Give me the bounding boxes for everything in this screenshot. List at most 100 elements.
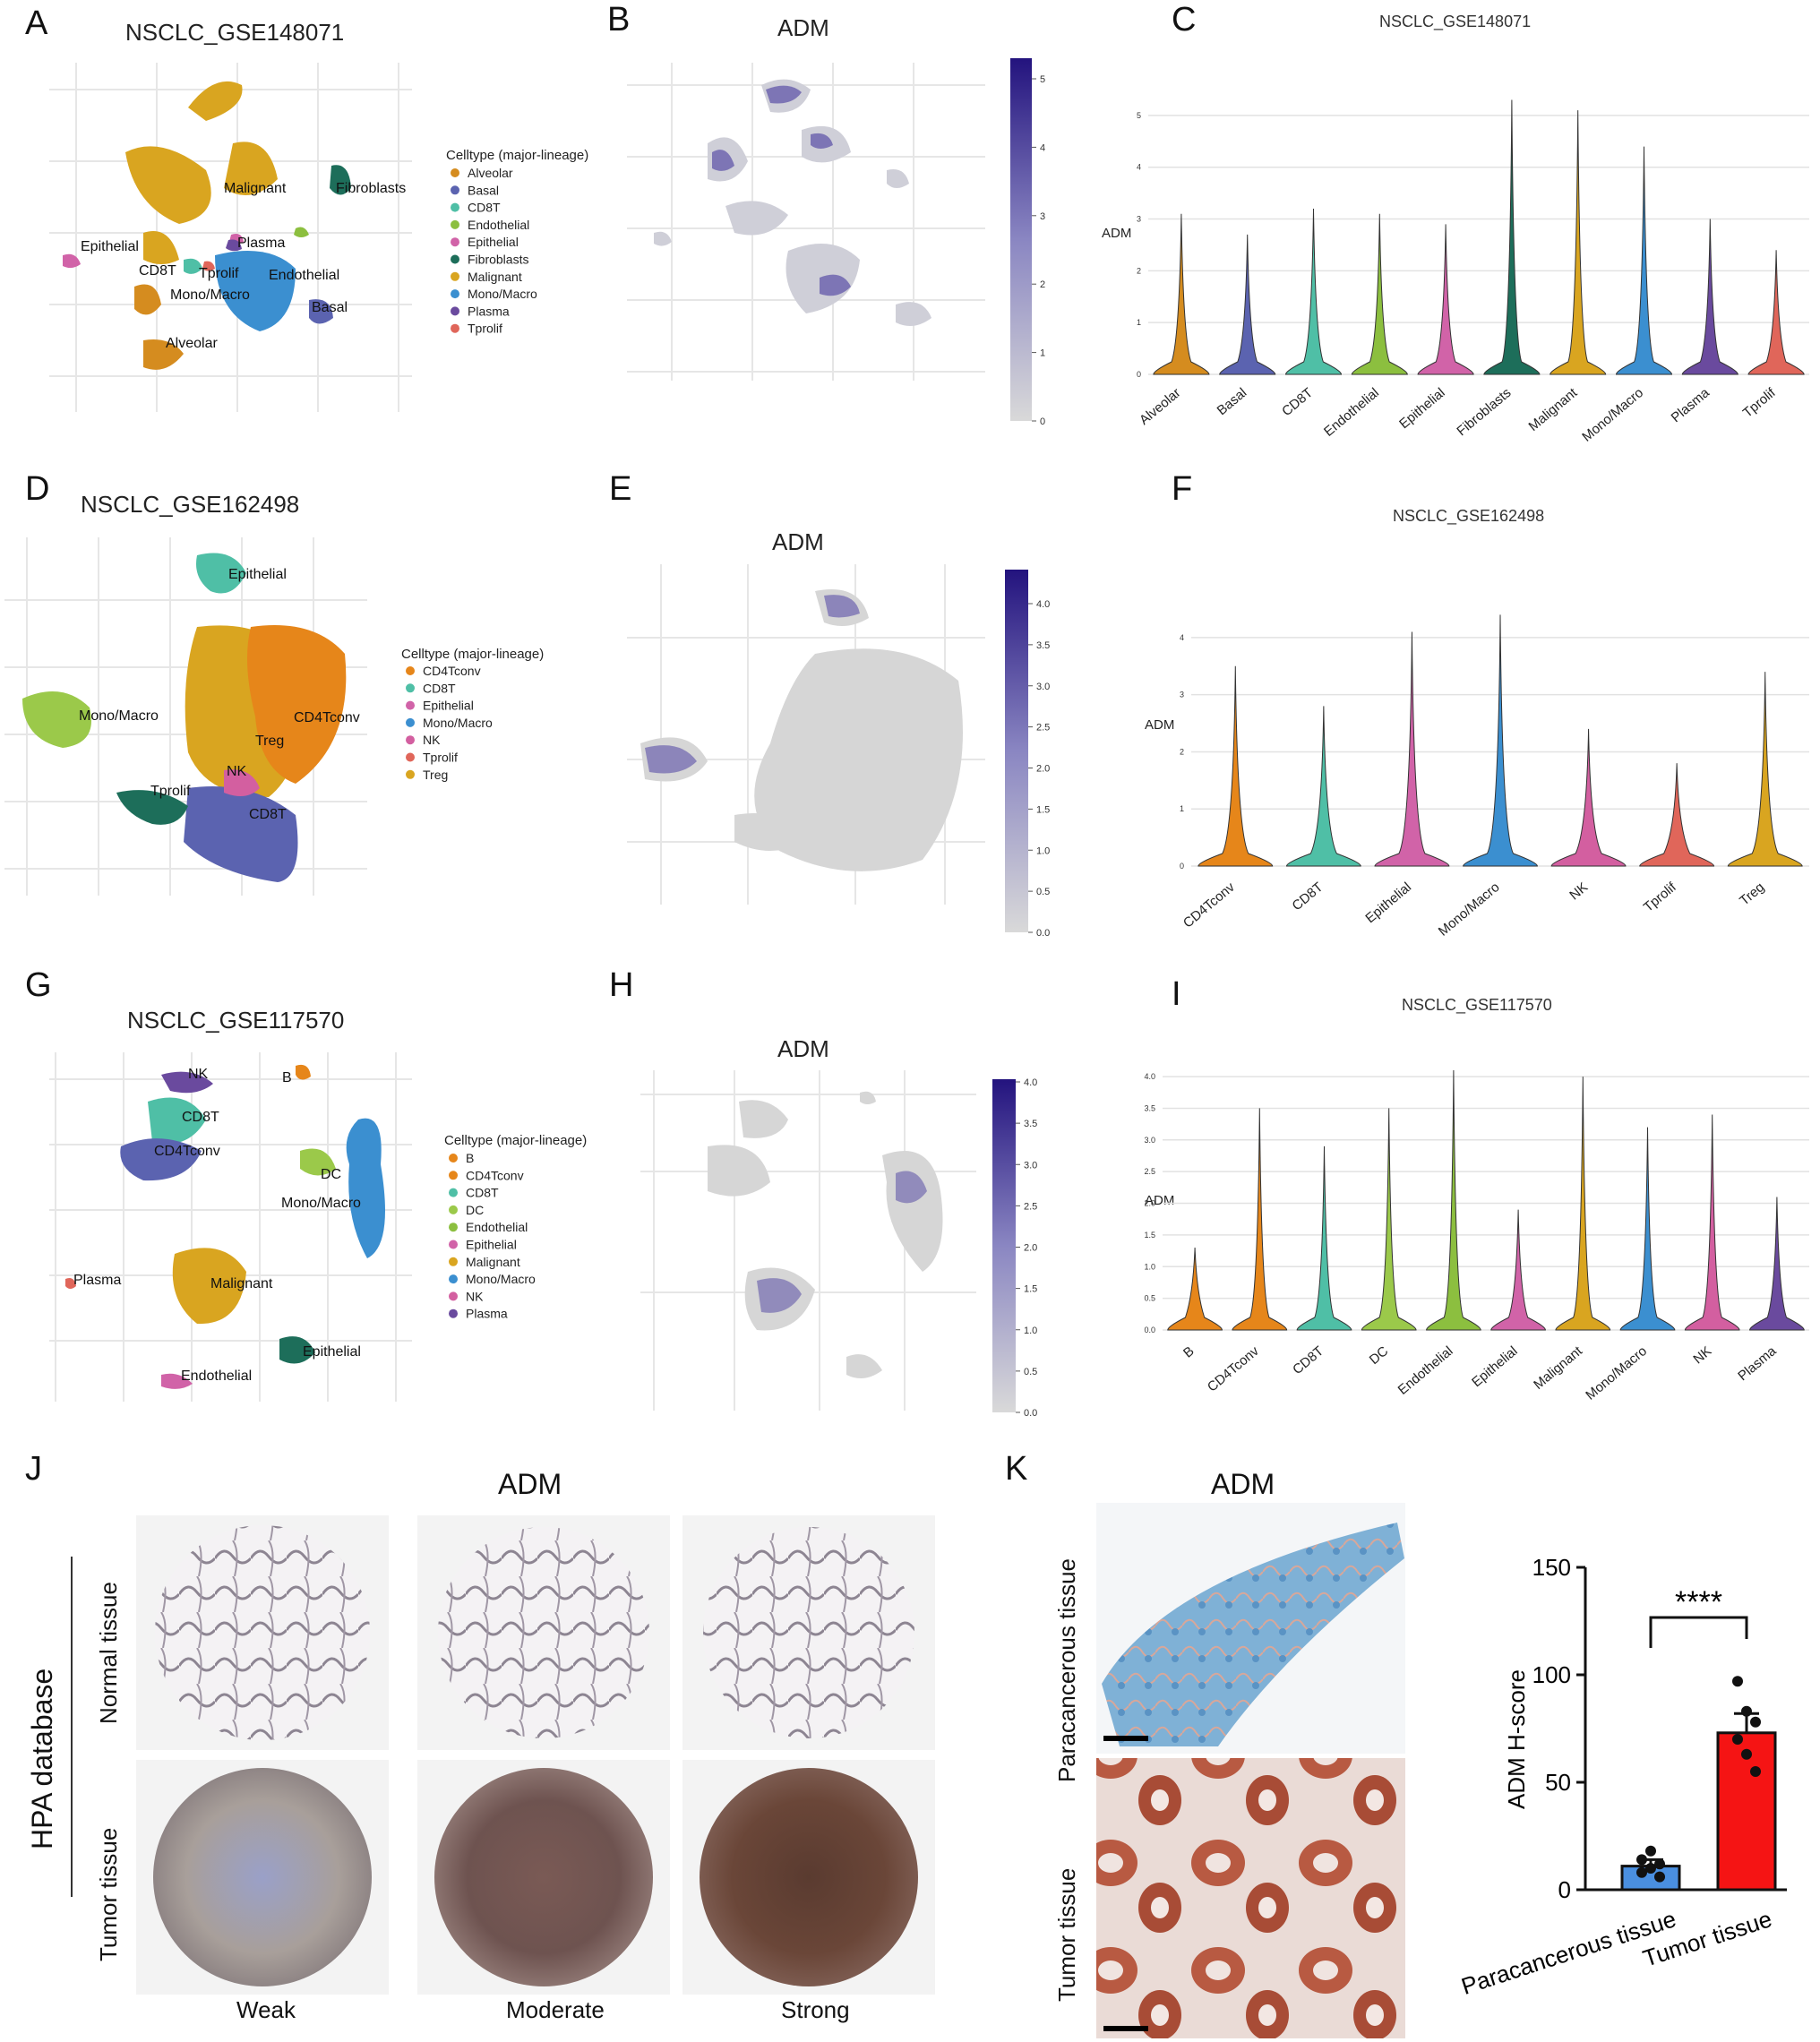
colorbar-tick-label: 1.5 — [1036, 804, 1050, 815]
legend-item: Fibroblasts — [468, 253, 528, 267]
legend-swatch — [449, 1291, 458, 1301]
violin-epithelial — [1417, 224, 1474, 375]
umap-title: NSCLC_GSE117570 — [127, 1007, 344, 1034]
feature-title: ADM — [772, 528, 824, 555]
violin-ytick: 4.0 — [1144, 1072, 1155, 1081]
violin-basal — [1219, 234, 1276, 375]
panel-j: J ADM HPA database Normal tissue Tumor t… — [25, 1450, 935, 2023]
colorbar-tick-label: 5 — [1040, 74, 1045, 85]
violin-mono-macro — [1615, 146, 1673, 375]
cluster-label: B — [282, 1070, 292, 1085]
data-point — [1750, 1766, 1761, 1777]
legend-item: CD4Tconv — [423, 664, 481, 678]
umap-cluster-labels: Epithelial CD4Tconv Mono/Macro Treg NK T… — [79, 567, 360, 822]
legend-swatch — [451, 202, 459, 212]
bar-ytick-label: 0 — [1558, 1876, 1571, 1903]
feature-title: ADM — [777, 1035, 829, 1062]
legend-title: Celltype (major-lineage) — [444, 1133, 587, 1148]
panel-letter: I — [1172, 975, 1181, 1013]
data-point — [1741, 1748, 1752, 1760]
legend-item: Mono/Macro — [466, 1272, 536, 1286]
violin-epithelial — [1490, 1209, 1546, 1331]
panel-letter: C — [1172, 1, 1196, 39]
legend-item: NK — [423, 733, 441, 747]
panel-letter: G — [25, 966, 52, 1004]
data-point — [1654, 1871, 1665, 1883]
violin-xtick: Treg — [1737, 879, 1767, 908]
cluster-label: Epithelial — [303, 1344, 361, 1360]
umap-legend: Celltype (major-lineage) CD4Tconv CD8T Epi… — [401, 647, 544, 782]
panel-h: H ADM 4.0 3.5 3.0 2.5 2.0 1.5 1.0 0.5 0.0 — [609, 966, 1037, 1419]
cluster-label: NK — [227, 764, 247, 779]
colorbar-tick-label: 2.0 — [1036, 764, 1050, 775]
violin-ytick: 0.5 — [1144, 1294, 1155, 1303]
feature-umap-high — [645, 595, 860, 774]
legend-swatch — [451, 219, 459, 229]
violin-xtick: DC — [1367, 1343, 1392, 1368]
cluster-label: Fibroblasts — [336, 181, 406, 196]
violin-mono-macro — [1619, 1127, 1676, 1331]
cluster-label: CD8T — [249, 807, 287, 822]
feature-umap-high — [757, 1171, 927, 1313]
cluster-label: Endothelial — [269, 268, 339, 283]
cluster-nk — [224, 769, 260, 796]
legend-swatch — [406, 666, 415, 675]
cluster-b — [296, 1064, 311, 1080]
col-label-strong: Strong — [781, 1996, 850, 2023]
colorbar-tick-label: 0.0 — [1036, 928, 1050, 939]
cluster-epithelial — [279, 1336, 315, 1364]
legend-item: Epithelial — [466, 1238, 517, 1252]
ihc-core-normal-weak — [155, 1525, 370, 1740]
panel-k: K ADM Paracancerous tissue Tumor tissue … — [1005, 1450, 1787, 2038]
cluster-label: DC — [321, 1167, 341, 1182]
colorbar-tick-label: 3.5 — [1024, 1119, 1037, 1129]
legend-swatch — [406, 717, 415, 727]
legend-swatch — [451, 168, 459, 177]
significance-bracket — [1649, 1616, 1748, 1648]
cluster-label: Tprolif — [199, 266, 239, 281]
panel-i: I NSCLC_GSE117570 ADM 4.0 3.5 3.0 2.5 2.0 1.5… — [1144, 975, 1809, 1403]
violin-ytick: 1 — [1137, 318, 1141, 327]
col-label-moderate: Moderate — [506, 1996, 605, 2023]
cluster-mono-macro — [215, 251, 296, 331]
feature-title: ADM — [777, 14, 829, 41]
data-point — [1636, 1866, 1647, 1878]
legend-swatch — [451, 289, 459, 299]
cluster-cd4tconv — [247, 625, 347, 784]
cluster-label: CD4Tconv — [294, 710, 360, 725]
umap-legend: Celltype (major-lineage) Alveolar Basal CD… — [446, 148, 588, 336]
cluster-plasma — [226, 239, 242, 252]
panel-letter: K — [1005, 1450, 1027, 1488]
colorbar-tick-label: 2.5 — [1036, 723, 1050, 734]
violin-endothelial — [1426, 1069, 1481, 1331]
bar-ytick-label: 100 — [1532, 1661, 1571, 1688]
violin-xtick: CD8T — [1279, 385, 1316, 419]
legend-item: Mono/Macro — [423, 716, 493, 730]
data-point — [1750, 1716, 1761, 1728]
violin-endothelial — [1351, 213, 1408, 375]
data-point — [1732, 1676, 1743, 1687]
violin-nk — [1550, 728, 1627, 867]
panel-letter: B — [607, 1, 630, 39]
violin-ytick: 3 — [1137, 215, 1141, 224]
colorbar-gradient — [1005, 570, 1028, 932]
feature-umap-cells — [654, 79, 931, 326]
colorbar-tick-label: 3.0 — [1036, 682, 1050, 692]
cluster-mono-macro — [346, 1118, 385, 1258]
cluster-label: Plasma — [237, 236, 285, 251]
row-label-normal: Normal tissue — [95, 1582, 122, 1724]
violin-xtick: Epithelial — [1362, 879, 1414, 926]
violin-xtick: CD4Tconv — [1180, 879, 1238, 931]
cluster-basal — [309, 299, 333, 324]
panel-c: C NSCLC_GSE148071 ADM 5 4 3 2 1 0 Alveolar Basa… — [1102, 1, 1809, 445]
violin-epithelial — [1374, 631, 1450, 867]
bar-ytick-label: 50 — [1545, 1769, 1571, 1796]
legend-item: Alveolar — [468, 166, 513, 180]
legend-swatch — [449, 1223, 458, 1232]
legend-item: Epithelial — [423, 699, 474, 713]
violin-ytick: 2 — [1137, 266, 1141, 275]
panel-letter: H — [609, 966, 633, 1004]
legend-item: Mono/Macro — [468, 287, 537, 301]
violin-xtick: NK — [1690, 1343, 1714, 1367]
hpa-side-label: HPA database — [26, 1669, 58, 1849]
